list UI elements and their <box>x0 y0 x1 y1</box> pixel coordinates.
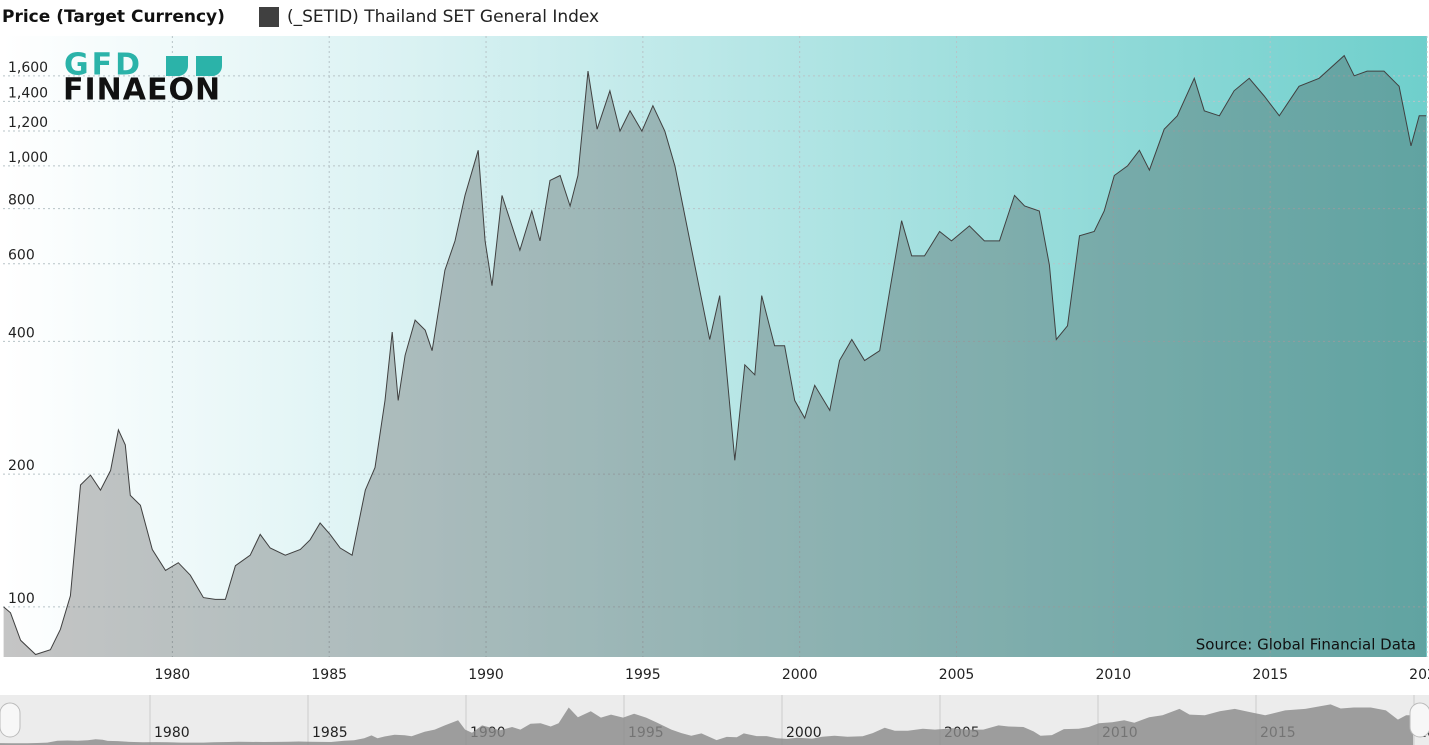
logo-bottom: FINAEON <box>63 73 221 108</box>
navigator-tick-label: 1985 <box>312 725 348 741</box>
x-tick-label: 2015 <box>1252 667 1288 683</box>
source-note: Source: Global Financial Data <box>1196 636 1416 654</box>
x-tick-label: 2005 <box>939 667 975 683</box>
x-tick-label: 1980 <box>155 667 191 683</box>
y-tick-label: 1,600 <box>8 60 48 76</box>
navigator-tick-label: 2000 <box>786 725 822 741</box>
navigator-handle[interactable] <box>1409 702 1429 738</box>
legend-swatch[interactable] <box>259 7 279 27</box>
y-tick-label: 1,200 <box>8 115 48 131</box>
x-tick-label: 1995 <box>625 667 661 683</box>
y-tick-label: 600 <box>8 248 35 264</box>
y-tick-label: 100 <box>8 591 35 607</box>
x-tick-label: 1990 <box>468 667 504 683</box>
x-tick-label: 2020 <box>1409 667 1429 683</box>
navigator-area <box>0 704 1414 745</box>
x-tick-label: 1985 <box>311 667 347 683</box>
line <box>3 54 1427 656</box>
area <box>3 55 1427 658</box>
y-tick-label: 1,000 <box>8 150 48 166</box>
legend-label[interactable]: (_SETID) Thailand SET General Index <box>287 7 599 27</box>
logo-top: GFD <box>64 48 143 83</box>
y-tick-label: 1,400 <box>8 85 48 101</box>
y-tick-label: 400 <box>8 325 35 341</box>
navigator-handle[interactable] <box>0 702 21 738</box>
navigator-tick-label: 1980 <box>154 725 190 741</box>
y-tick-label: 200 <box>8 458 35 474</box>
plot-background <box>3 36 1427 657</box>
x-tick-label: 2000 <box>782 667 818 683</box>
y-axis-title: Price (Target Currency) <box>2 7 225 27</box>
logo: GFD FINAEON <box>63 48 222 108</box>
x-tick-label: 2010 <box>1096 667 1132 683</box>
y-tick-label: 800 <box>8 193 35 209</box>
